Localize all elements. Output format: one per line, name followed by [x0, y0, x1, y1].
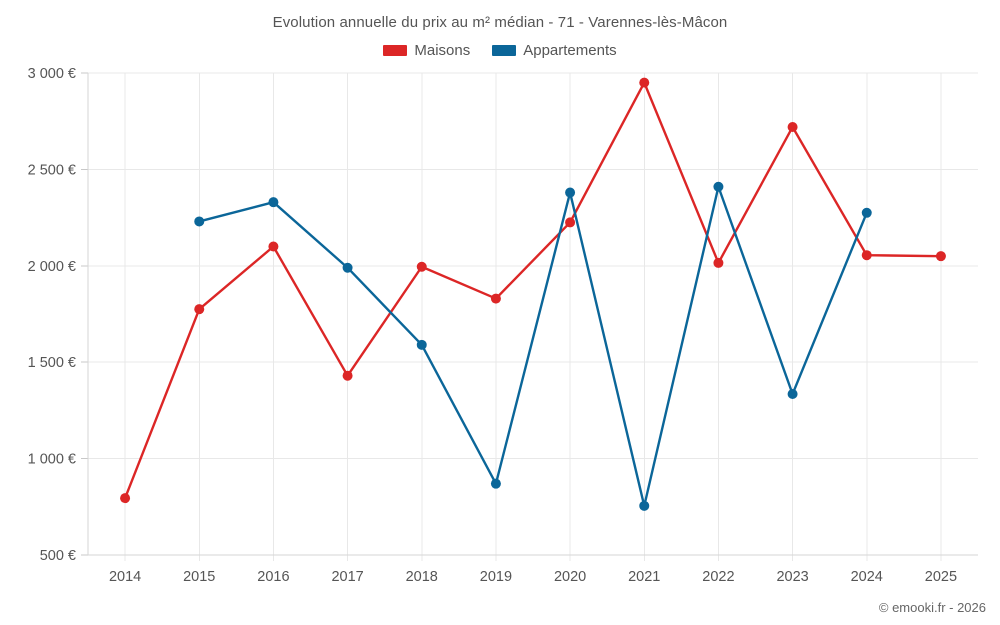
- data-point[interactable]: [416, 339, 427, 350]
- x-axis-tick-label: 2023: [776, 569, 808, 585]
- legend-label-maisons: Maisons: [414, 42, 471, 59]
- data-point[interactable]: [268, 241, 279, 252]
- x-axis-tick-label: 2021: [628, 569, 660, 585]
- series-line-appartements: [198, 185, 868, 508]
- data-point[interactable]: [194, 304, 205, 315]
- data-point[interactable]: [490, 478, 501, 489]
- data-point[interactable]: [861, 207, 872, 218]
- data-point[interactable]: [120, 493, 131, 504]
- data-point[interactable]: [713, 181, 724, 192]
- x-axis-tick-label: 2017: [331, 569, 363, 585]
- y-axis-tick-label: 3 000 €: [28, 66, 76, 82]
- x-axis-tick-label: 2018: [406, 569, 438, 585]
- y-axis-tick-label: 500 €: [40, 548, 76, 564]
- data-point[interactable]: [639, 77, 650, 88]
- series-maisons: [120, 77, 946, 504]
- y-axis-tick-label: 2 000 €: [28, 259, 76, 275]
- data-point[interactable]: [935, 251, 946, 262]
- data-point[interactable]: [268, 197, 279, 208]
- legend-item-appartements[interactable]: Appartements: [492, 42, 617, 59]
- x-axis-tick-label: 2016: [257, 569, 289, 585]
- y-axis-tick-label: 1 000 €: [28, 452, 76, 468]
- x-axis-tick-label: 2015: [183, 569, 215, 585]
- chart-title: Evolution annuelle du prix au m² médian …: [272, 14, 728, 31]
- data-point[interactable]: [416, 261, 427, 272]
- legend-swatch-maisons: [383, 45, 408, 56]
- x-axis-tick-label: 2025: [925, 569, 957, 585]
- data-point[interactable]: [565, 217, 576, 228]
- data-point[interactable]: [342, 370, 353, 381]
- data-point[interactable]: [787, 389, 798, 400]
- legend-item-maisons[interactable]: Maisons: [383, 42, 470, 59]
- series-appartements: [194, 181, 872, 511]
- data-point[interactable]: [490, 293, 501, 304]
- legend-swatch-appartements: [492, 45, 517, 56]
- data-point[interactable]: [639, 500, 650, 511]
- x-axis-tick-label: 2014: [109, 569, 141, 585]
- copyright-credit: © emooki.fr - 2026: [878, 600, 986, 615]
- data-point[interactable]: [861, 250, 872, 261]
- x-axis-tick-label: 2024: [851, 569, 883, 585]
- data-point[interactable]: [342, 262, 353, 273]
- x-axis-tick-label: 2022: [702, 569, 734, 585]
- series-line-maisons: [123, 81, 943, 500]
- x-axis-tick-label: 2019: [480, 569, 512, 585]
- data-point[interactable]: [787, 121, 798, 132]
- data-point[interactable]: [713, 257, 724, 268]
- chart-legend: Maisons Appartements: [0, 42, 1000, 59]
- data-point[interactable]: [565, 187, 576, 198]
- legend-label-appartements: Appartements: [523, 42, 617, 59]
- x-axis-tick-label: 2020: [554, 569, 586, 585]
- y-axis-tick-label: 2 500 €: [28, 162, 76, 178]
- y-axis-tick-label: 1 500 €: [28, 355, 76, 371]
- data-point[interactable]: [194, 216, 205, 227]
